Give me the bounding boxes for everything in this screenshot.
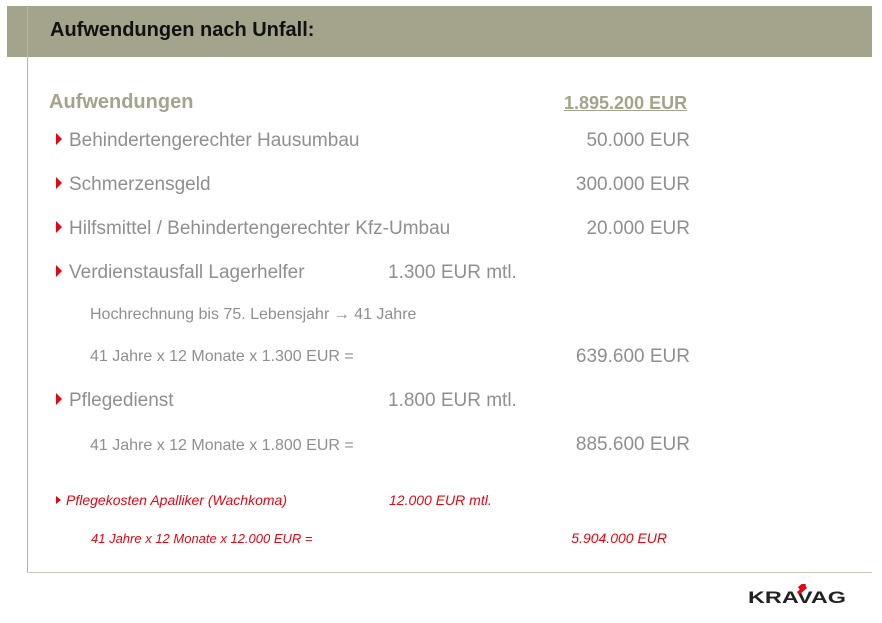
bullet-arrow-icon	[56, 221, 62, 233]
list-item: Pflegedienst	[56, 390, 174, 412]
summary-total: 1.895.200 EUR	[564, 93, 688, 113]
page-title: Aufwendungen nach Unfall:	[50, 19, 315, 41]
bullet-arrow-icon	[56, 177, 62, 189]
item-calc: 41 Jahre x 12 Monate x 12.000 EUR =	[91, 531, 313, 546]
list-item-highlight: Pflegekosten Apalliker (Wachkoma)	[56, 492, 287, 508]
list-item: Schmerzensgeld	[56, 174, 211, 196]
list-item: Hilfsmittel / Behindertengerechter Kfz-U…	[56, 218, 450, 240]
bullet-arrow-icon	[56, 496, 61, 504]
item-monthly: 1.800 EUR mtl.	[388, 390, 517, 411]
item-label: Hilfsmittel / Behindertengerechter Kfz-U…	[69, 218, 451, 239]
item-amount: 885.600 EUR	[575, 434, 690, 455]
item-label: Pflegedienst	[69, 390, 174, 411]
summary-label: Aufwendungen	[49, 91, 194, 113]
item-amount: 300.000 EUR	[575, 174, 690, 195]
item-label: Pflegekosten Apalliker (Wachkoma)	[66, 492, 287, 508]
item-label: Schmerzensgeld	[69, 174, 211, 195]
item-monthly: 12.000 EUR mtl.	[389, 492, 492, 508]
item-note: Hochrechnung bis 75. Lebensjahr → 41 Jah…	[90, 306, 417, 323]
bullet-arrow-icon	[56, 133, 62, 145]
bullet-arrow-icon	[56, 393, 62, 405]
list-item: Behindertengerechter Hausumbau	[56, 130, 359, 152]
svg-text:KRAVAG: KRAVAG	[748, 588, 846, 606]
item-amount: 50.000 EUR	[586, 130, 690, 151]
item-label: Behindertengerechter Hausumbau	[69, 130, 360, 151]
list-item: Verdienstausfall Lagerhelfer	[56, 262, 305, 284]
item-amount: 639.600 EUR	[575, 346, 690, 367]
kravag-logo: KRAVAG	[748, 584, 846, 606]
item-amount: 5.904.000 EUR	[571, 530, 667, 546]
item-monthly: 1.300 EUR mtl.	[388, 262, 517, 283]
header-bar	[7, 6, 872, 57]
item-calc: 41 Jahre x 12 Monate x 1.300 EUR =	[90, 348, 354, 365]
item-amount: 20.000 EUR	[586, 218, 690, 239]
item-calc: 41 Jahre x 12 Monate x 1.800 EUR =	[90, 437, 354, 454]
divider-horizontal	[27, 572, 872, 573]
item-label: Verdienstausfall Lagerhelfer	[69, 262, 305, 283]
divider-vertical	[27, 6, 28, 573]
bullet-arrow-icon	[56, 265, 62, 277]
